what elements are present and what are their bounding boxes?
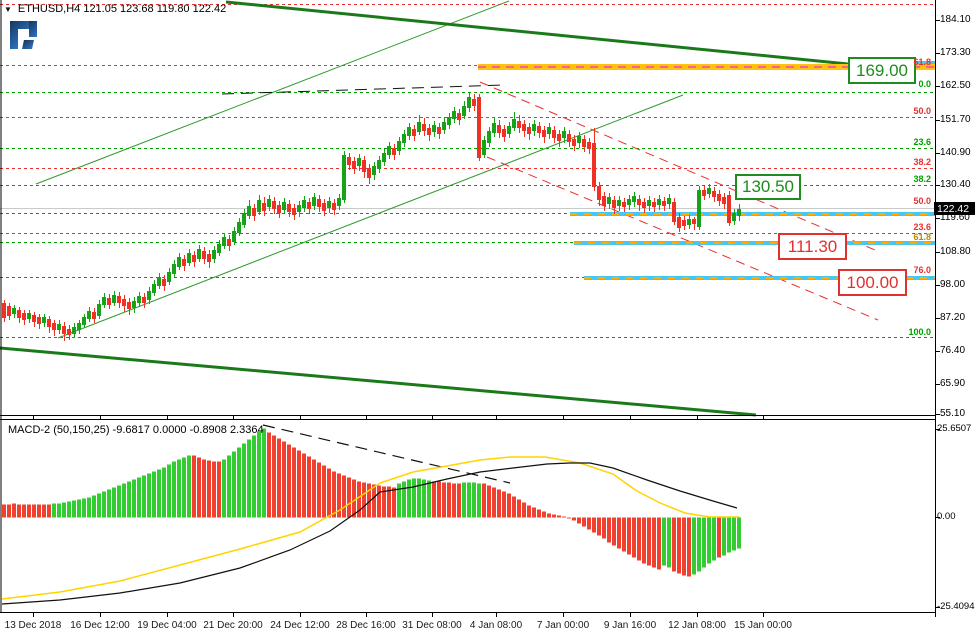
fib-level-label: 50.0 xyxy=(913,196,931,206)
price-callout-169[interactable]: 169.00 xyxy=(848,57,916,84)
price-axis-label: 151.70 xyxy=(940,114,971,125)
price-axis-label: 65.90 xyxy=(940,378,966,389)
chevron-down-icon[interactable]: ▼ xyxy=(4,4,12,14)
price-axis-label: 87.20 xyxy=(940,312,966,323)
time-axis-label: 16 Dec 12:00 xyxy=(70,620,130,631)
macd-indicator-label: MACD-2 (50,150,25) -9.6817 0.0000 -0.890… xyxy=(8,424,264,436)
price-axis-label: 184.10 xyxy=(940,14,971,25)
time-axis-label: 21 Dec 20:00 xyxy=(203,620,263,631)
time-axis-label: 31 Dec 08:00 xyxy=(402,620,462,631)
price-callout-100-00[interactable]: 100.00 xyxy=(838,269,907,296)
time-axis-label: 4 Jan 08:00 xyxy=(469,620,523,631)
macd-axis-label: 25.6507 xyxy=(937,423,972,434)
fib-level-label: 38.2 xyxy=(913,174,931,184)
chart-title-bar: ▼ ETHUSD,H4 121.05 123.68 119.80 122.42 xyxy=(4,3,226,15)
time-axis-label: 9 Jan 16:00 xyxy=(603,620,657,631)
price-axis-label: 173.30 xyxy=(940,47,971,58)
price-axis-label: 55.10 xyxy=(940,408,966,419)
price-axis-label: 76.40 xyxy=(940,345,966,356)
price-axis-label: 130.40 xyxy=(940,179,971,190)
fib-level-label: 38.2 xyxy=(913,157,931,167)
time-axis-label: 19 Dec 04:00 xyxy=(137,620,197,631)
time-axis-label: 15 Jan 00:00 xyxy=(734,620,792,631)
price-axis-label: 162.50 xyxy=(940,80,971,91)
fib-level-label: 76.0 xyxy=(913,265,931,275)
price-callout-130-50[interactable]: 130.50 xyxy=(735,174,801,200)
fib-level-label: 23.6 xyxy=(913,222,931,232)
time-axis-label: 13 Dec 2018 xyxy=(4,620,62,631)
fib-level-label: 100.0 xyxy=(908,327,931,337)
fib-level-label: 50.0 xyxy=(913,106,931,116)
current-price-badge: 122.42 xyxy=(934,202,975,215)
price-axis-label: 140.90 xyxy=(940,147,971,158)
macd-axis-label: -25.4094 xyxy=(937,601,975,612)
time-axis-label: 24 Dec 12:00 xyxy=(270,620,330,631)
logo-right-bar xyxy=(29,21,37,37)
fib-level-label: 61.8 xyxy=(913,232,931,242)
logo-top-bar xyxy=(10,21,37,29)
macd-axis-label: 0.00 xyxy=(937,511,956,522)
price-axis-label: 108.80 xyxy=(940,246,971,257)
price-axis-label: 119.60 xyxy=(940,212,970,223)
logo-left-bar xyxy=(10,21,18,49)
time-axis-label: 28 Dec 16:00 xyxy=(336,620,396,631)
time-axis-label: 7 Jan 00:00 xyxy=(536,620,590,631)
fib-level-label: 23.6 xyxy=(913,137,931,147)
logo-foot xyxy=(22,40,34,49)
symbol-ohlc-title: ETHUSD,H4 121.05 123.68 119.80 122.42 xyxy=(17,3,227,15)
price-axis-label: 98.00 xyxy=(940,279,966,290)
fib-level-label: 0.0 xyxy=(918,79,931,89)
price-callout-111-30[interactable]: 111.30 xyxy=(778,233,847,260)
fib-level-label: 61.8 xyxy=(913,57,931,67)
roboforex-logo xyxy=(10,21,44,49)
time-axis-label: 12 Jan 08:00 xyxy=(668,620,726,631)
